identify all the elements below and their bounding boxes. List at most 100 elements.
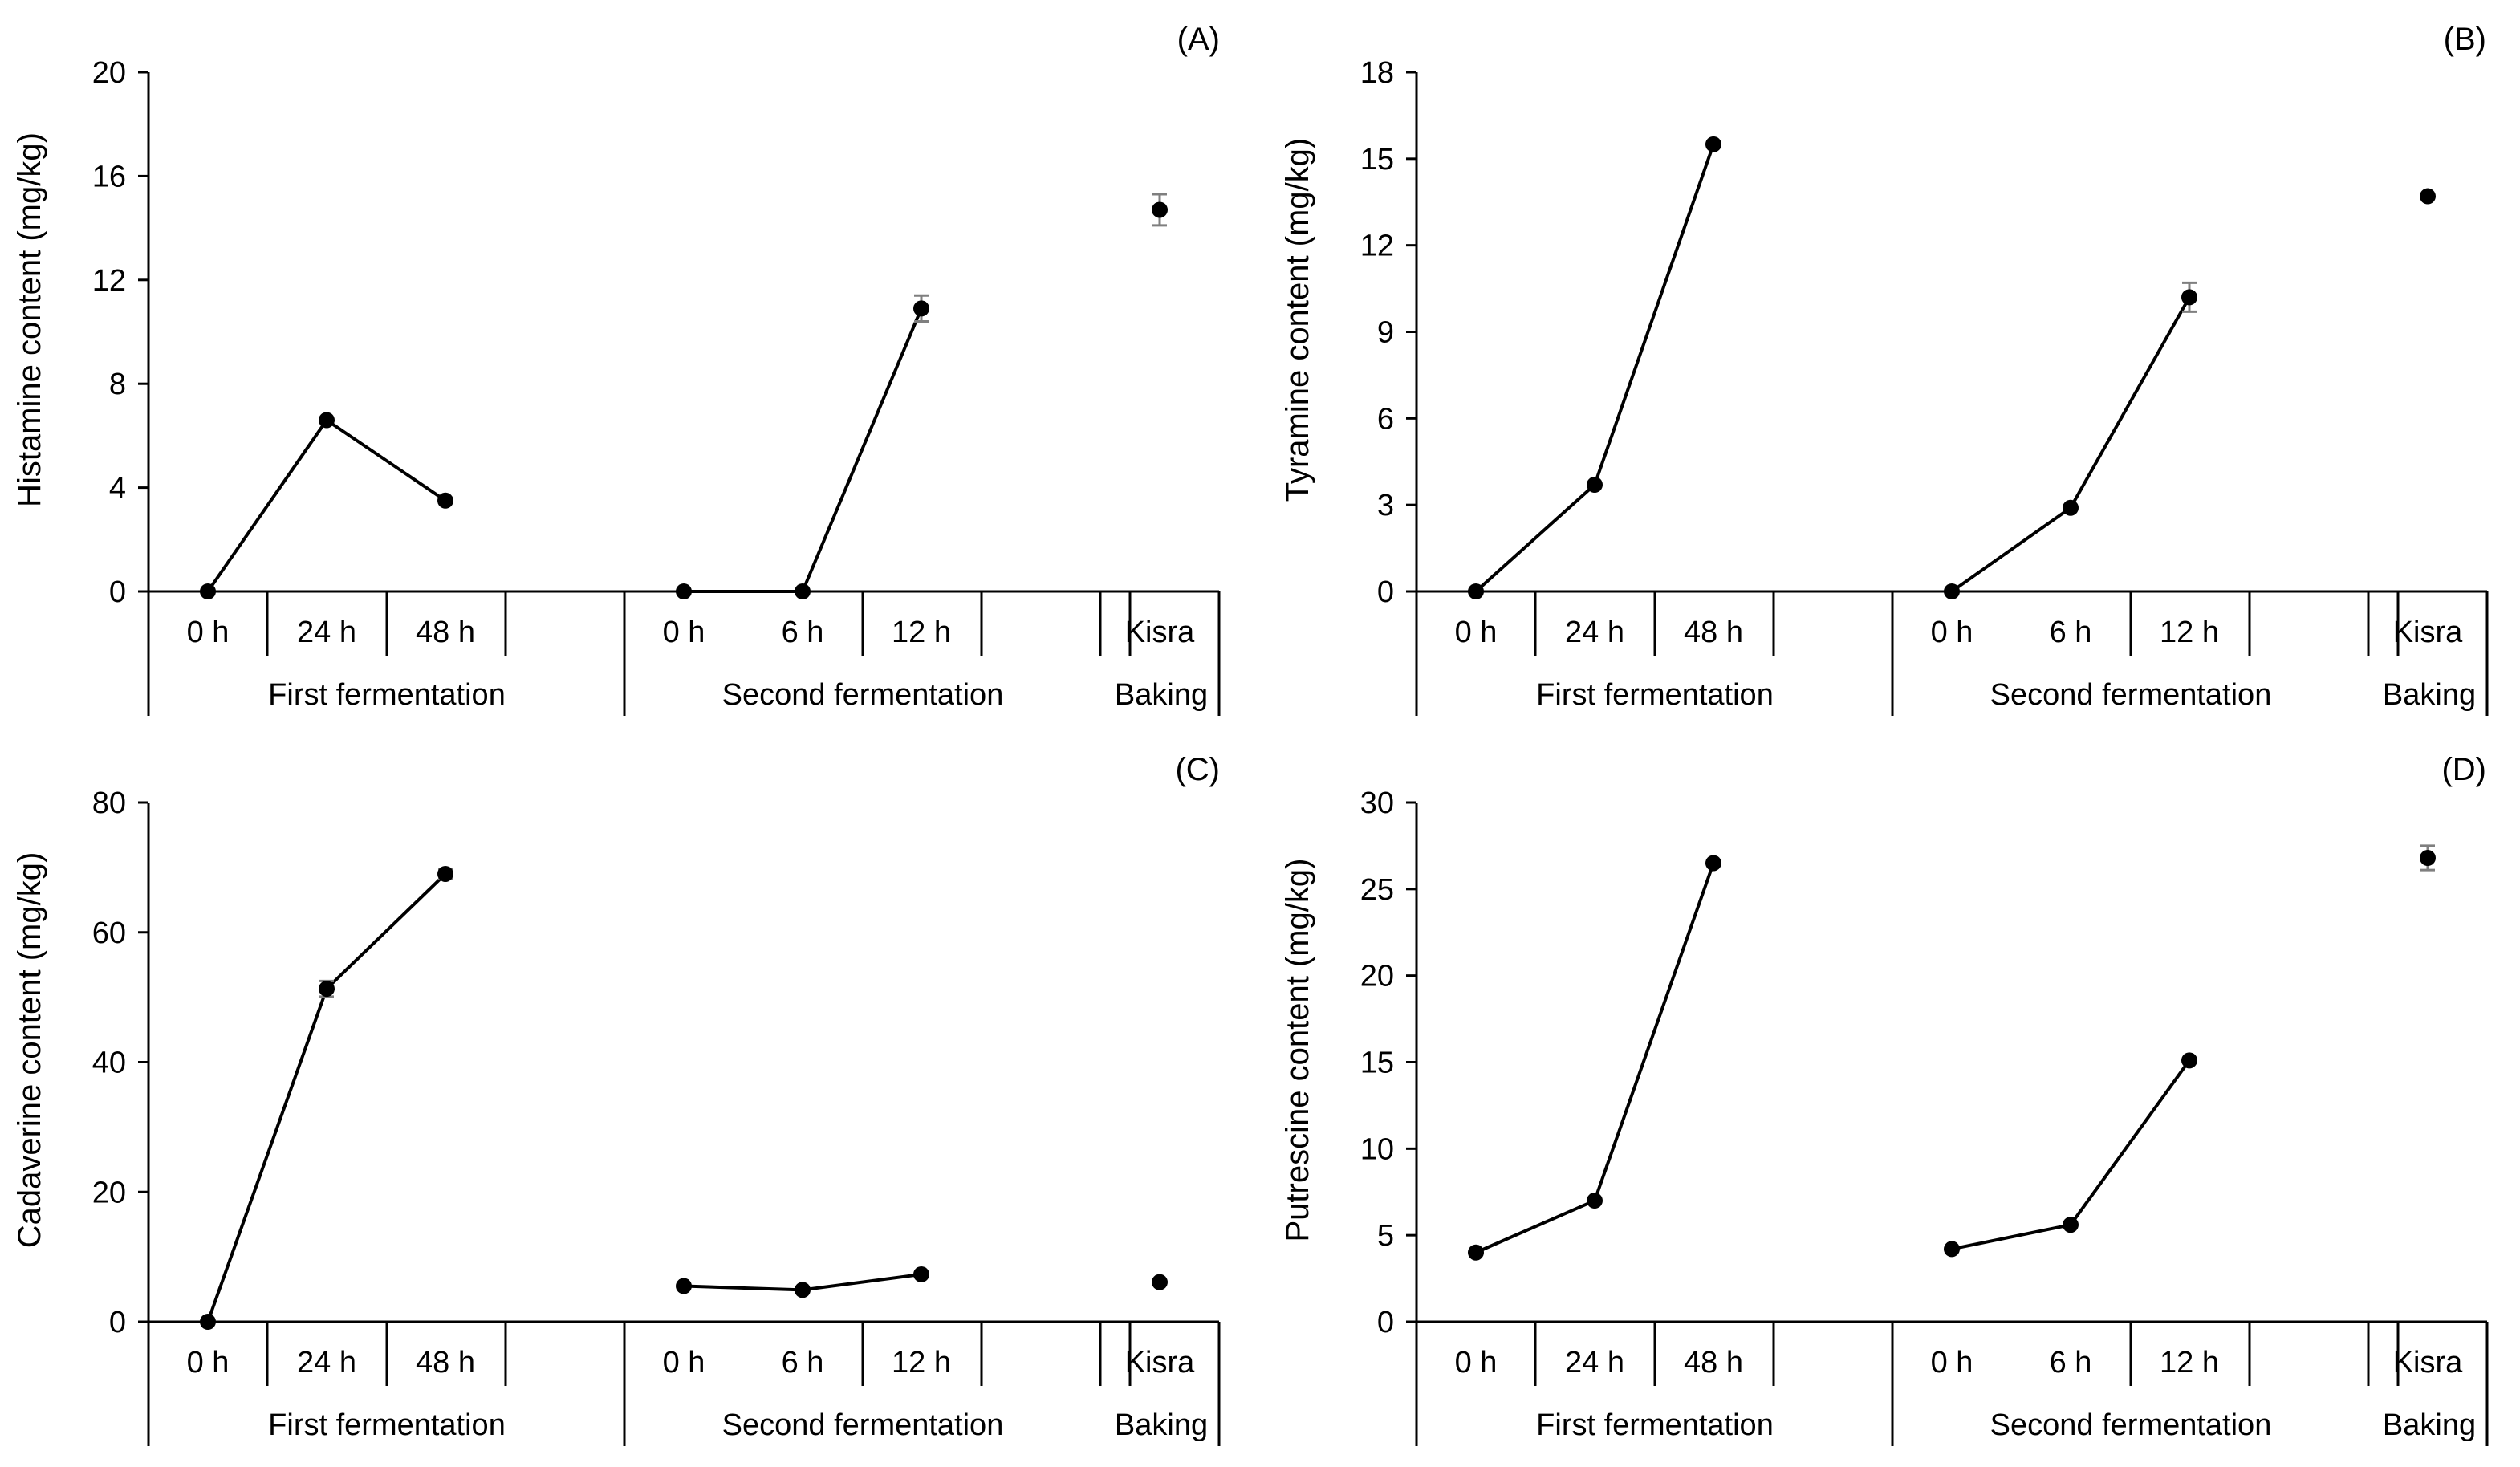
y-tick-label: 3 [1377,489,1394,522]
kisra-baking-point [1152,1274,1168,1290]
second-fermentation-point [913,1266,929,1282]
y-tick-label: 12 [1360,230,1394,263]
x-tick-label: 0 h [187,1346,230,1380]
y-axis-title: Cadaverine content (mg/kg) [12,852,47,1249]
x-tick-label: 6 h [782,1346,824,1380]
x-tick-label: 48 h [416,1346,475,1380]
x-tick-label: 24 h [1565,1346,1624,1380]
x-tick-label: Kisra [1125,1346,1195,1380]
x-tick-label: 12 h [892,1346,951,1380]
x-tick-label: 0 h [663,1346,705,1380]
x-tick-label: 48 h [1684,616,1743,649]
second-fermentation-point [1944,1241,1960,1258]
first-fermentation-point [1468,1244,1484,1261]
y-tick-label: 4 [109,472,126,506]
y-tick-label: 20 [92,1176,126,1209]
kisra-baking-point [1152,201,1168,218]
x-tick-label: 12 h [2160,1346,2219,1380]
chart-panel-1: (A) 0 4 8 12 16 20 Histamine content (mg/kg) 0 h… [12,22,1221,716]
y-tick-label: 8 [109,368,126,401]
y-tick-label: 80 [92,786,126,820]
group-label-first: First fermentation [268,1408,506,1442]
x-tick-label: 6 h [2050,1346,2092,1380]
chart-panel-2: (B) 0 3 6 9 12 15 18 Tyramine content (mg/kg) 0 h… [1280,22,2489,716]
second-fermentation-point [2063,1217,2079,1233]
second-fermentation-line [684,307,923,593]
x-tick-label: 12 h [2160,616,2219,649]
second-fermentation-point [676,583,692,599]
group-label-baking: Baking [1115,1408,1208,1442]
second-fermentation-point [1944,583,1960,599]
y-tick-label: 9 [1377,316,1394,350]
second-fermentation-point [2181,1052,2197,1069]
first-fermentation-point [200,583,216,599]
first-fermentation-line [206,872,447,1323]
kisra-baking-point [2420,188,2436,205]
x-tick-label: 12 h [892,616,951,649]
x-tick-label: 0 h [1931,616,1973,649]
y-tick-label: 16 [92,160,126,193]
y-tick-label: 0 [109,1306,126,1339]
x-tick-label: 48 h [1684,1346,1743,1380]
y-tick-label: 60 [92,916,126,950]
x-tick-label: 24 h [297,616,356,649]
group-label-baking: Baking [2383,1408,2476,1442]
panel-label: (A) [1177,22,1220,57]
first-fermentation-point [1705,855,1721,872]
group-label-baking: Baking [1115,678,1208,712]
x-tick-label: 0 h [187,616,230,649]
group-label-second: Second fermentation [722,678,1004,712]
y-tick-label: 0 [1377,1306,1394,1339]
x-tick-label: Kisra [2393,1346,2463,1380]
x-tick-label: 24 h [297,1346,356,1380]
y-tick-label: 25 [1360,873,1394,907]
x-tick-label: 0 h [1455,1346,1498,1380]
y-tick-label: 18 [1360,56,1394,90]
y-tick-label: 30 [1360,786,1394,820]
group-label-second: Second fermentation [1990,1408,2272,1442]
first-fermentation-point [437,865,453,882]
y-axis-title: Putrescine content (mg/kg) [1280,859,1315,1242]
y-axis-title: Tyramine content (mg/kg) [1280,138,1315,502]
second-fermentation-point [2063,499,2079,516]
first-fermentation-line [1474,144,1715,593]
group-label-first: First fermentation [268,678,506,712]
chart-panel-4: (D) 0 5 10 15 20 25 30 Putrescine content (mg/kg… [1280,752,2489,1446]
second-fermentation-line [1950,296,2191,593]
panel-label: (C) [1175,752,1220,787]
kisra-baking-point [2420,850,2436,867]
x-tick-label: Kisra [1125,616,1195,649]
second-fermentation-point [795,583,811,599]
x-tick-label: 0 h [663,616,705,649]
y-tick-label: 0 [1377,575,1394,609]
second-fermentation-point [2181,289,2197,306]
x-tick-label: 48 h [416,616,475,649]
y-tick-label: 10 [1360,1132,1394,1166]
first-fermentation-point [437,492,453,509]
x-tick-label: 6 h [2050,616,2092,649]
panel-label: (D) [2441,752,2486,787]
group-label-baking: Baking [2383,678,2476,712]
y-tick-label: 15 [1360,143,1394,177]
group-label-second: Second fermentation [1990,678,2272,712]
y-tick-label: 5 [1377,1219,1394,1253]
first-fermentation-point [1587,1193,1603,1209]
y-tick-label: 0 [109,575,126,609]
group-label-second: Second fermentation [722,1408,1004,1442]
x-tick-label: 24 h [1565,616,1624,649]
chart-panel-3: (C) 0 20 40 60 80 Cadaverine content (mg/kg) 0 … [12,752,1221,1446]
first-fermentation-point [1705,136,1721,152]
first-fermentation-point [1587,477,1603,494]
first-fermentation-point [319,412,335,429]
second-fermentation-point [913,300,929,317]
y-tick-label: 20 [92,56,126,90]
second-fermentation-point [676,1278,692,1294]
first-fermentation-point [319,981,335,998]
x-tick-label: 0 h [1931,1346,1973,1380]
group-label-first: First fermentation [1536,1408,1774,1442]
x-tick-label: 6 h [782,616,824,649]
y-tick-label: 15 [1360,1046,1394,1080]
y-axis-title: Histamine content (mg/kg) [12,132,47,507]
y-tick-label: 12 [92,264,126,298]
y-tick-label: 6 [1377,402,1394,436]
